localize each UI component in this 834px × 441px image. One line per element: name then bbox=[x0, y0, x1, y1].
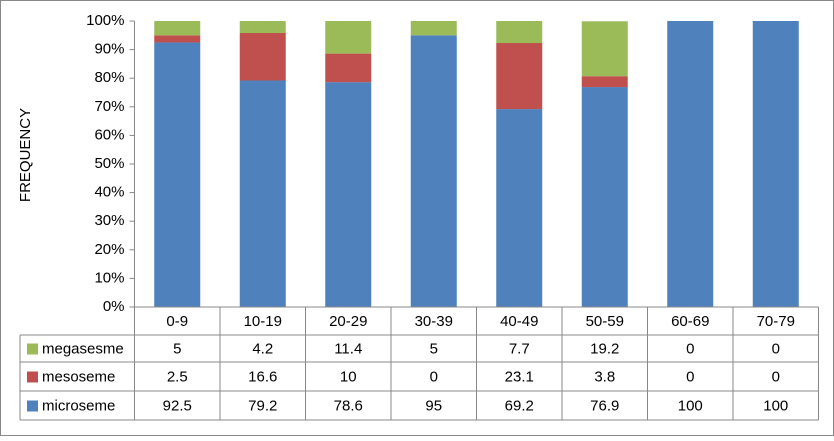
bar-segment bbox=[667, 21, 714, 307]
bar-segment bbox=[239, 80, 286, 307]
table-value: 5 bbox=[173, 340, 181, 357]
bar-segment bbox=[325, 53, 372, 83]
y-tick-label: 100% bbox=[86, 12, 124, 29]
bar-segment bbox=[752, 21, 799, 307]
y-tick-label: 80% bbox=[94, 69, 124, 86]
y-tick-label: 50% bbox=[94, 155, 124, 172]
y-axis-label: FREQUENCY bbox=[17, 108, 34, 202]
table-value: 76.9 bbox=[590, 397, 619, 414]
bar-segment bbox=[496, 43, 543, 110]
y-tick-label: 30% bbox=[94, 212, 124, 229]
y-tick-label: 70% bbox=[94, 98, 124, 115]
x-tick-label: 70-79 bbox=[757, 313, 795, 330]
table-value: 79.2 bbox=[248, 397, 277, 414]
bar-segment bbox=[410, 21, 457, 36]
table-value: 5 bbox=[430, 340, 438, 357]
bar-segment bbox=[239, 33, 286, 81]
y-tick-label: 90% bbox=[94, 41, 124, 58]
bar-segment bbox=[581, 21, 628, 77]
y-tick-label: 0% bbox=[103, 298, 125, 315]
table-value: 11.4 bbox=[334, 340, 362, 357]
legend-swatch bbox=[27, 371, 38, 383]
table-value: 2.5 bbox=[167, 368, 188, 385]
legend-label: microseme bbox=[42, 397, 115, 414]
y-tick-label: 10% bbox=[94, 269, 124, 286]
table-value: 0 bbox=[772, 340, 780, 357]
table-value: 0 bbox=[430, 368, 438, 385]
table-value: 0 bbox=[686, 340, 694, 357]
table-value: 0 bbox=[772, 368, 780, 385]
table-value: 7.7 bbox=[509, 340, 530, 357]
x-tick-label: 20-29 bbox=[329, 313, 367, 330]
legend-label: megasesme bbox=[42, 340, 124, 357]
table-value: 78.6 bbox=[334, 397, 363, 414]
table-value: 19.2 bbox=[590, 340, 619, 357]
table-value: 95 bbox=[425, 397, 442, 414]
y-tick-label: 60% bbox=[94, 126, 124, 143]
table-value: 100 bbox=[763, 397, 788, 414]
x-tick-label: 30-39 bbox=[415, 313, 453, 330]
table-value: 100 bbox=[678, 397, 703, 414]
bar-segment bbox=[410, 35, 457, 308]
bar-segment bbox=[154, 35, 201, 43]
table-value: 0 bbox=[686, 368, 694, 385]
bar-segment bbox=[325, 82, 372, 307]
legend-swatch bbox=[27, 343, 38, 355]
y-tick-label: 40% bbox=[94, 184, 124, 201]
table-value: 23.1 bbox=[505, 368, 534, 385]
bar-segment bbox=[581, 87, 628, 307]
x-tick-label: 0-9 bbox=[166, 313, 188, 330]
table-value: 16.6 bbox=[248, 368, 277, 385]
bar-segment bbox=[154, 21, 201, 36]
bar-segment bbox=[496, 21, 543, 44]
table-value: 69.2 bbox=[505, 397, 534, 414]
table-value: 10 bbox=[340, 368, 357, 385]
legend-label: mesoseme bbox=[42, 368, 115, 385]
table-value: 4.2 bbox=[252, 340, 273, 357]
table-value: 92.5 bbox=[163, 397, 192, 414]
legend-swatch bbox=[27, 400, 38, 412]
x-tick-label: 60-69 bbox=[671, 313, 709, 330]
bar-segment bbox=[581, 76, 628, 88]
x-tick-label: 40-49 bbox=[500, 313, 538, 330]
bar-segment bbox=[325, 21, 372, 54]
bar-segment bbox=[239, 21, 286, 34]
x-tick-label: 10-19 bbox=[244, 313, 282, 330]
table-value: 3.8 bbox=[594, 368, 615, 385]
bar-segment bbox=[496, 109, 543, 307]
x-tick-label: 50-59 bbox=[586, 313, 624, 330]
y-tick-label: 20% bbox=[94, 241, 124, 258]
bar-segment bbox=[154, 42, 201, 307]
